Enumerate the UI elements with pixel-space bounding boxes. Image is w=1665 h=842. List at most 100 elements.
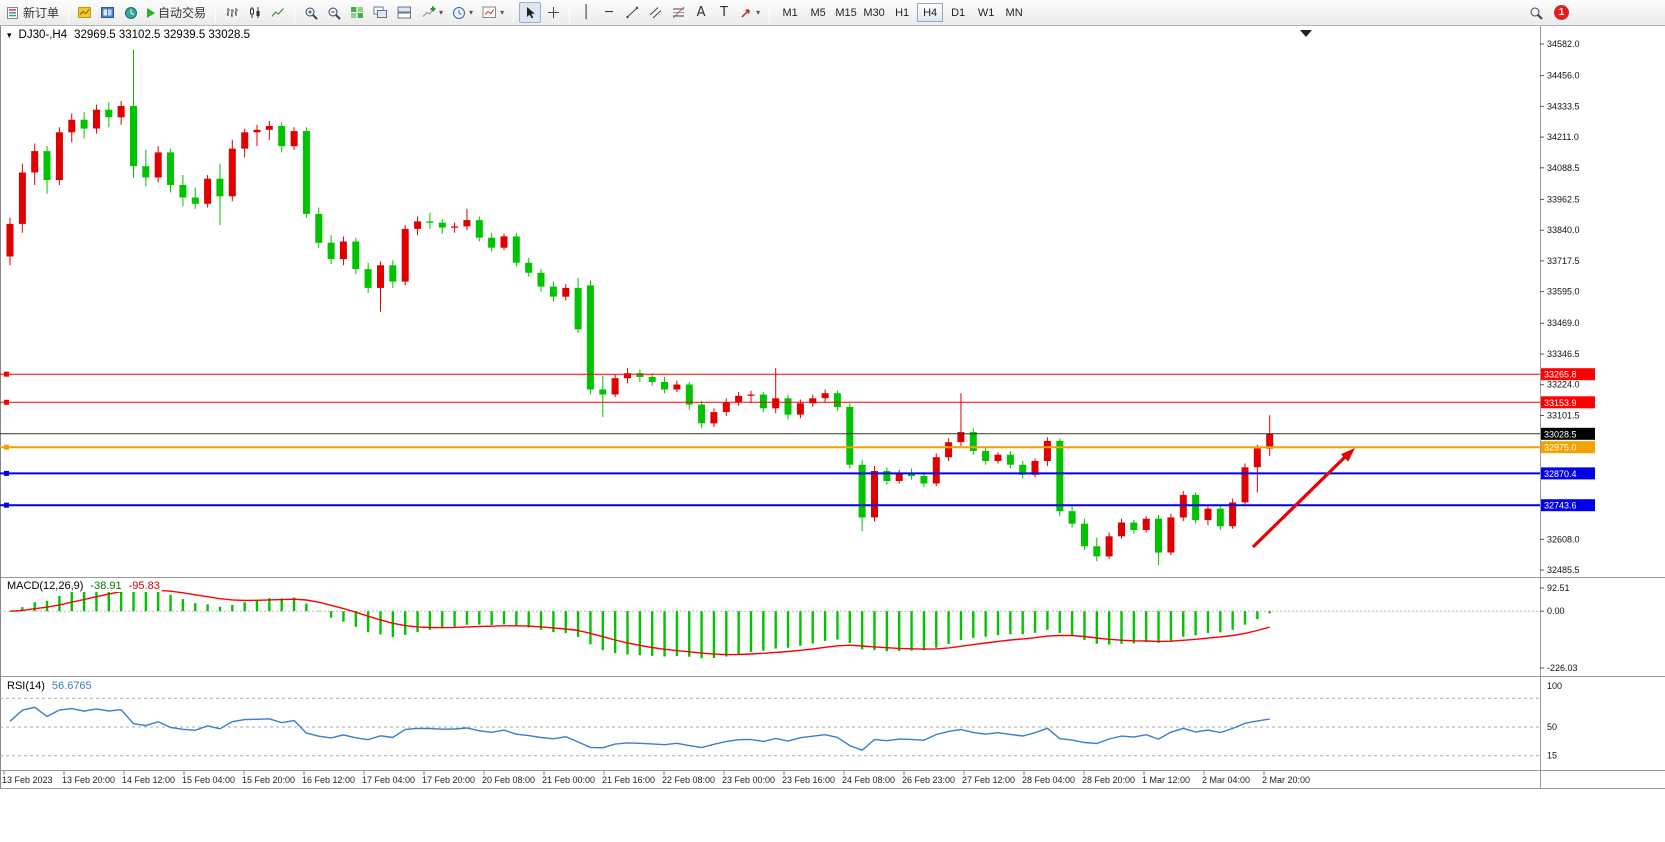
horizontal-line-button[interactable]: ─ bbox=[598, 2, 620, 23]
svg-text:13 Feb 2023: 13 Feb 2023 bbox=[2, 775, 53, 785]
svg-text:32743.6: 32743.6 bbox=[1544, 501, 1577, 511]
notification-badge[interactable]: 1 bbox=[1554, 5, 1569, 20]
svg-text:27 Feb 12:00: 27 Feb 12:00 bbox=[962, 775, 1015, 785]
toolbar-separator bbox=[769, 3, 771, 22]
vertical-line-button[interactable]: │ bbox=[575, 2, 597, 23]
ohlc-values: 32969.5 33102.5 32939.5 33028.5 bbox=[74, 29, 250, 41]
search-button[interactable] bbox=[1525, 2, 1547, 23]
timeframe-m15[interactable]: M15 bbox=[835, 6, 857, 19]
rsi-label: RSI(14) 56.6765 bbox=[5, 680, 94, 692]
svg-text:24 Feb 08:00: 24 Feb 08:00 bbox=[842, 775, 895, 785]
timeframe-m1[interactable]: M1 bbox=[782, 6, 798, 19]
svg-text:23 Feb 00:00: 23 Feb 00:00 bbox=[722, 775, 775, 785]
new-order-icon bbox=[7, 6, 18, 19]
svg-text:32975.0: 32975.0 bbox=[1544, 443, 1577, 453]
cursor-icon bbox=[527, 6, 535, 18]
svg-text:33962.5: 33962.5 bbox=[1547, 194, 1580, 204]
cascade-windows-icon bbox=[373, 6, 388, 18]
market-watch-icon bbox=[125, 6, 138, 19]
zoom-out-button[interactable] bbox=[323, 2, 345, 23]
svg-text:14 Feb 12:00: 14 Feb 12:00 bbox=[122, 775, 175, 785]
dropdown-caret-icon: ▾ bbox=[439, 7, 444, 17]
text-label-button[interactable]: T bbox=[713, 2, 735, 23]
svg-text:22 Feb 08:00: 22 Feb 08:00 bbox=[662, 775, 715, 785]
svg-text:33717.5: 33717.5 bbox=[1547, 256, 1580, 266]
timeframe-w1[interactable]: W1 bbox=[977, 6, 995, 19]
market-watch-button[interactable] bbox=[120, 2, 142, 23]
dropdown-caret-icon: ▾ bbox=[500, 7, 505, 17]
svg-text:-226.03: -226.03 bbox=[1547, 663, 1578, 673]
text-button[interactable]: A bbox=[690, 2, 712, 23]
timeframe-h4[interactable]: H4 bbox=[917, 3, 944, 22]
svg-text:13 Feb 20:00: 13 Feb 20:00 bbox=[62, 775, 115, 785]
zoom-in-button[interactable] bbox=[300, 2, 322, 23]
add-indicator-icon bbox=[422, 6, 436, 17]
svg-text:33595.0: 33595.0 bbox=[1547, 287, 1580, 297]
svg-text:32608.0: 32608.0 bbox=[1547, 534, 1580, 544]
svg-text:34211.0: 34211.0 bbox=[1547, 132, 1579, 142]
zoom-out-icon bbox=[328, 7, 341, 20]
fibonacci-icon bbox=[672, 6, 684, 19]
timeframe-m30[interactable]: M30 bbox=[863, 6, 885, 19]
fibonacci-button[interactable] bbox=[667, 2, 689, 23]
svg-text:21 Feb 00:00: 21 Feb 00:00 bbox=[542, 775, 595, 785]
timeframe-d1[interactable]: D1 bbox=[951, 6, 966, 19]
toolbar-separator bbox=[513, 3, 515, 22]
chevron-down-icon[interactable]: ▾ bbox=[7, 30, 12, 40]
arrow-tool-icon bbox=[741, 9, 750, 18]
periods-button[interactable]: ▾ bbox=[448, 2, 477, 23]
svg-text:17 Feb 20:00: 17 Feb 20:00 bbox=[422, 775, 475, 785]
tile-horizontal-icon bbox=[397, 6, 412, 19]
tile-windows-icon bbox=[351, 7, 364, 18]
tile-horizontal-button[interactable] bbox=[393, 2, 416, 23]
vertical-line-icon: │ bbox=[582, 5, 590, 20]
svg-text:50: 50 bbox=[1547, 722, 1557, 732]
svg-text:15 Feb 20:00: 15 Feb 20:00 bbox=[242, 775, 295, 785]
svg-text:33346.5: 33346.5 bbox=[1547, 349, 1580, 359]
auto-trading-button[interactable]: 自动交易 bbox=[143, 2, 210, 23]
auto-trading-label: 自动交易 bbox=[158, 6, 207, 20]
timeframe-mn[interactable]: MN bbox=[1005, 6, 1023, 19]
profiles-button[interactable] bbox=[97, 2, 119, 23]
time-axis[interactable] bbox=[0, 771, 1540, 789]
svg-text:33265.8: 33265.8 bbox=[1544, 370, 1577, 380]
svg-text:33840.0: 33840.0 bbox=[1547, 225, 1580, 235]
horizontal-line-icon: ─ bbox=[605, 5, 613, 20]
new-order-button[interactable]: 新订单 bbox=[3, 2, 63, 23]
line-chart-button[interactable] bbox=[267, 2, 289, 23]
chart-symbol-header: ▾ DJ30-,H4 32969.5 33102.5 32939.5 33028… bbox=[5, 29, 252, 41]
svg-text:2 Mar 20:00: 2 Mar 20:00 bbox=[1262, 775, 1310, 785]
channel-icon bbox=[649, 7, 661, 19]
arrows-button[interactable]: ▾ bbox=[736, 2, 764, 23]
svg-text:92.51: 92.51 bbox=[1547, 583, 1570, 593]
candlestick-chart-button[interactable] bbox=[244, 2, 266, 23]
cascade-windows-button[interactable] bbox=[369, 2, 392, 23]
dropdown-caret-icon: ▾ bbox=[756, 7, 761, 17]
new-chart-button[interactable] bbox=[74, 2, 96, 23]
svg-text:33224.0: 33224.0 bbox=[1547, 380, 1580, 390]
timeframe-m5[interactable]: M5 bbox=[810, 6, 826, 19]
svg-text:20 Feb 08:00: 20 Feb 08:00 bbox=[482, 775, 535, 785]
svg-text:32485.5: 32485.5 bbox=[1547, 565, 1580, 575]
toolbar-separator bbox=[569, 3, 571, 22]
dropdown-caret-icon: ▾ bbox=[469, 7, 474, 17]
templates-button[interactable]: ▾ bbox=[478, 2, 508, 23]
svg-text:2 Mar 04:00: 2 Mar 04:00 bbox=[1202, 775, 1250, 785]
svg-text:17 Feb 04:00: 17 Feb 04:00 bbox=[362, 775, 415, 785]
bar-chart-button[interactable] bbox=[221, 2, 243, 23]
svg-text:34088.5: 34088.5 bbox=[1547, 163, 1580, 173]
rsi-name: RSI(14) bbox=[7, 680, 45, 692]
svg-text:15: 15 bbox=[1547, 751, 1557, 761]
tile-windows-button[interactable] bbox=[346, 2, 368, 23]
crosshair-button[interactable] bbox=[542, 2, 564, 23]
trendline-button[interactable] bbox=[621, 2, 643, 23]
price-axis[interactable] bbox=[1540, 26, 1665, 771]
play-icon bbox=[147, 7, 156, 18]
svg-text:34333.5: 34333.5 bbox=[1547, 101, 1580, 111]
add-indicator-button[interactable]: ▾ bbox=[417, 2, 447, 23]
equidistant-channel-button[interactable] bbox=[644, 2, 666, 23]
timeframe-h1[interactable]: H1 bbox=[895, 6, 910, 19]
crosshair-icon bbox=[547, 7, 559, 18]
cursor-button[interactable] bbox=[519, 2, 542, 23]
